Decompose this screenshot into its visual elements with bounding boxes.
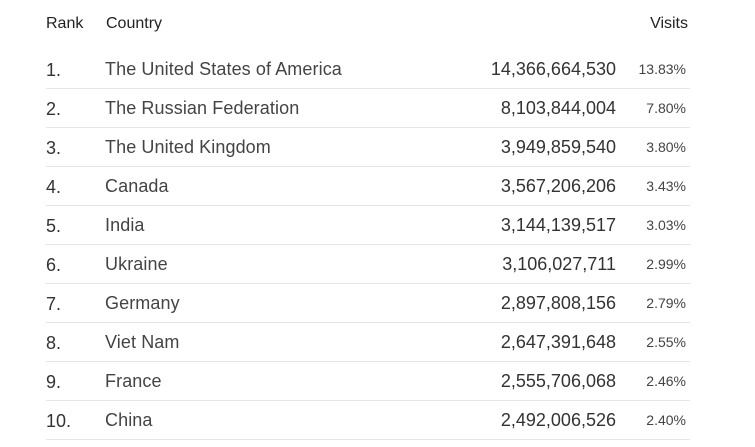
percent-cell: 3.03% [646, 217, 686, 233]
country-cell: The Russian Federation [105, 98, 300, 118]
visits-cell: 3,567,206,206 [500, 176, 616, 196]
table-row: 8. Viet Nam 2,647,391,648 2.55% [46, 323, 690, 362]
table-header: Rank Country Visits [46, 0, 690, 50]
table-body: 1. The United States of America 14,366,6… [46, 50, 690, 440]
visits-cell: 3,144,139,517 [500, 215, 616, 235]
table-row: 2. The Russian Federation 8,103,844,004 … [46, 89, 690, 128]
visits-cell: 14,366,664,530 [490, 59, 616, 79]
country-cell: Germany [105, 293, 180, 313]
percent-cell: 2.46% [646, 373, 686, 389]
country-cell: China [105, 410, 153, 430]
visits-cell: 8,103,844,004 [500, 98, 616, 118]
percent-cell: 3.43% [646, 178, 686, 194]
table-row: 9. France 2,555,706,068 2.46% [46, 362, 690, 401]
country-column-header: Country [106, 15, 163, 32]
country-cell: Viet Nam [105, 332, 180, 352]
table-row: 4. Canada 3,567,206,206 3.43% [46, 167, 690, 206]
rank-cell: 10. [46, 411, 72, 431]
percent-cell: 7.80% [646, 100, 686, 116]
percent-cell: 2.79% [646, 295, 686, 311]
table-row: 3. The United Kingdom 3,949,859,540 3.80… [46, 128, 690, 167]
percent-cell: 2.99% [646, 256, 686, 272]
percent-cell: 3.80% [646, 139, 686, 155]
country-cell: Canada [105, 176, 169, 196]
visits-column-header: Visits [650, 15, 688, 32]
country-cell: India [105, 215, 145, 235]
visits-cell: 3,949,859,540 [500, 137, 616, 157]
table-row: 1. The United States of America 14,366,6… [46, 50, 690, 89]
rank-cell: 1. [46, 60, 62, 80]
percent-cell: 13.83% [638, 61, 686, 77]
country-cell: The United Kingdom [105, 137, 271, 157]
rank-cell: 6. [46, 255, 62, 275]
visits-cell: 2,647,391,648 [500, 332, 616, 352]
table-row: 5. India 3,144,139,517 3.03% [46, 206, 690, 245]
table-row: 7. Germany 2,897,808,156 2.79% [46, 284, 690, 323]
rank-cell: 2. [46, 99, 62, 119]
country-visits-table: Rank Country Visits 1. The United States… [46, 0, 690, 440]
visits-cell: 2,555,706,068 [500, 371, 616, 391]
table-row: 6. Ukraine 3,106,027,711 2.99% [46, 245, 690, 284]
percent-cell: 2.40% [646, 412, 686, 428]
country-cell: Ukraine [105, 254, 168, 274]
visits-cell: 2,897,808,156 [500, 293, 616, 313]
country-cell: France [105, 371, 162, 391]
rank-cell: 5. [46, 216, 62, 236]
percent-cell: 2.55% [646, 334, 686, 350]
visits-cell: 2,492,006,526 [500, 410, 616, 430]
rank-cell: 9. [46, 372, 62, 392]
rank-cell: 7. [46, 294, 62, 314]
rank-cell: 4. [46, 177, 62, 197]
rank-column-header: Rank [46, 15, 84, 32]
rank-cell: 8. [46, 333, 62, 353]
rank-cell: 3. [46, 138, 62, 158]
country-cell: The United States of America [105, 59, 342, 79]
table-row: 10. China 2,492,006,526 2.40% [46, 401, 690, 440]
visits-cell: 3,106,027,711 [502, 254, 616, 274]
